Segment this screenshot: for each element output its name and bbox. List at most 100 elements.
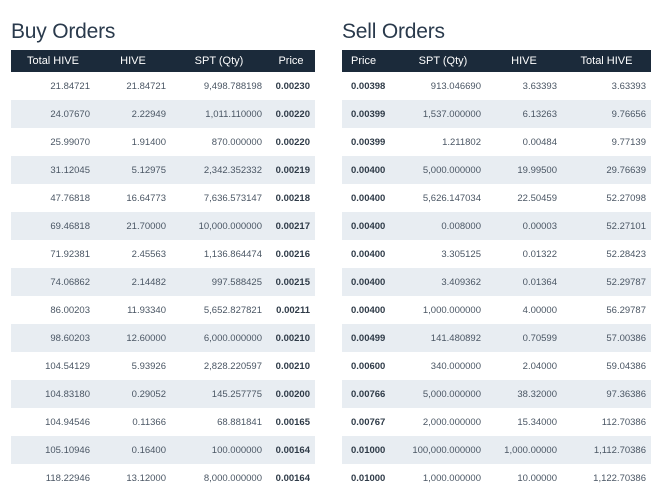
cell-spt-qty: 2,342.352332: [203, 164, 262, 176]
cell-total-hive: 57.00386: [606, 332, 646, 344]
cell-total-hive: 52.27101: [606, 220, 646, 232]
cell-total-hive: 69.46818: [50, 220, 90, 232]
buy-orders-panel: Buy Orders Total HIVE HIVE SPT (Qty) Pri…: [11, 18, 315, 492]
cell-total-hive: 56.29787: [606, 304, 646, 316]
header-spt-qty[interactable]: SPT (Qty): [194, 55, 244, 67]
buy-order-row[interactable]: 69.46818 21.70000 10,000.000000 0.00217: [11, 212, 315, 240]
buy-orders-table: Total HIVE HIVE SPT (Qty) Price 21.84721…: [11, 50, 315, 492]
cell-total-hive: 71.92381: [50, 248, 90, 260]
cell-hive: 21.84721: [126, 80, 166, 92]
cell-price: 0.00219: [275, 164, 310, 176]
cell-total-hive: 21.84721: [50, 80, 90, 92]
sell-order-row[interactable]: 0.00400 3.305125 0.01322 52.28423: [342, 240, 651, 268]
header-hive[interactable]: HIVE: [120, 55, 146, 67]
sell-order-row[interactable]: 0.00400 0.008000 0.00003 52.27101: [342, 212, 651, 240]
sell-order-row[interactable]: 0.00499 141.480892 0.70599 57.00386: [342, 324, 651, 352]
cell-price: 0.00767: [351, 416, 386, 428]
cell-spt-qty: 7,636.573147: [203, 192, 262, 204]
buy-order-row[interactable]: 24.07670 2.22949 1,011.110000 0.00220: [11, 100, 315, 128]
cell-hive: 0.00003: [522, 220, 557, 232]
cell-hive: 22.50459: [517, 192, 557, 204]
cell-price: 0.01000: [351, 472, 386, 484]
cell-price: 0.01000: [351, 444, 386, 456]
cell-price: 0.00400: [351, 248, 386, 260]
cell-price: 0.00400: [351, 192, 386, 204]
header-hive[interactable]: HIVE: [511, 55, 537, 67]
cell-hive: 12.60000: [126, 332, 166, 344]
buy-order-row[interactable]: 105.10946 0.16400 100.000000 0.00164: [11, 436, 315, 464]
cell-spt-qty: 8,000.000000: [203, 472, 262, 484]
cell-price: 0.00211: [276, 304, 310, 316]
sell-order-row[interactable]: 0.00400 1,000.000000 4.00000 56.29787: [342, 296, 651, 324]
buy-orders-header-row: Total HIVE HIVE SPT (Qty) Price: [11, 50, 315, 72]
cell-spt-qty: 1,537.000000: [422, 108, 481, 120]
cell-spt-qty: 1,136.864474: [203, 248, 262, 260]
sell-order-row[interactable]: 0.00398 913.046690 3.63393 3.63393: [342, 72, 651, 100]
cell-price: 0.00220: [275, 136, 310, 148]
cell-spt-qty: 1.211802: [442, 136, 481, 148]
buy-order-row[interactable]: 118.22946 13.12000 8,000.000000 0.00164: [11, 464, 315, 492]
buy-order-row[interactable]: 25.99070 1.91400 870.000000 0.00220: [11, 128, 315, 156]
sell-order-row[interactable]: 0.00767 2,000.000000 15.34000 112.70386: [342, 408, 651, 436]
cell-price: 0.00766: [351, 388, 386, 400]
cell-spt-qty: 3.305125: [441, 248, 481, 260]
cell-price: 0.00230: [275, 80, 310, 92]
buy-order-row[interactable]: 71.92381 2.45563 1,136.864474 0.00216: [11, 240, 315, 268]
cell-hive: 6.13263: [522, 108, 557, 120]
cell-spt-qty: 5,000.000000: [422, 164, 481, 176]
sell-order-row[interactable]: 0.00766 5,000.000000 38.32000 97.36386: [342, 380, 651, 408]
cell-spt-qty: 100,000.000000: [412, 444, 481, 456]
cell-spt-qty: 6,000.000000: [203, 332, 262, 344]
sell-order-row[interactable]: 0.00400 5,626.147034 22.50459 52.27098: [342, 184, 651, 212]
buy-order-row[interactable]: 74.06862 2.14482 997.588425 0.00215: [11, 268, 315, 296]
sell-order-row[interactable]: 0.00399 1.211802 0.00484 9.77139: [342, 128, 651, 156]
header-price[interactable]: Price: [278, 55, 304, 67]
cell-price: 0.00217: [275, 220, 310, 232]
sell-order-row[interactable]: 0.01000 1,000.000000 10.00000 1,122.70386: [342, 464, 651, 492]
cell-total-hive: 52.28423: [606, 248, 646, 260]
cell-price: 0.00215: [275, 276, 310, 288]
header-price[interactable]: Price: [351, 55, 377, 67]
cell-price: 0.00210: [275, 332, 310, 344]
cell-price: 0.00398: [351, 80, 386, 92]
cell-spt-qty: 68.881841: [217, 416, 262, 428]
cell-total-hive: 59.04386: [606, 360, 646, 372]
cell-total-hive: 29.76639: [606, 164, 646, 176]
cell-hive: 5.12975: [131, 164, 166, 176]
cell-spt-qty: 1,000.000000: [422, 472, 481, 484]
buy-order-row[interactable]: 21.84721 21.84721 9,498.788198 0.00230: [11, 72, 315, 100]
cell-total-hive: 112.70386: [601, 416, 646, 428]
cell-hive: 2.22949: [131, 108, 166, 120]
buy-order-row[interactable]: 104.83180 0.29052 145.257775 0.00200: [11, 380, 315, 408]
buy-order-row[interactable]: 104.54129 5.93926 2,828.220597 0.00210: [11, 352, 315, 380]
cell-hive: 0.70599: [522, 332, 557, 344]
buy-order-row[interactable]: 104.94546 0.11366 68.881841 0.00165: [11, 408, 315, 436]
header-total-hive[interactable]: Total HIVE: [27, 55, 79, 67]
cell-total-hive: 31.12045: [50, 164, 90, 176]
cell-spt-qty: 5,626.147034: [422, 192, 481, 204]
cell-hive: 15.34000: [517, 416, 557, 428]
sell-order-row[interactable]: 0.00600 340.000000 2.04000 59.04386: [342, 352, 651, 380]
buy-order-row[interactable]: 47.76818 16.64773 7,636.573147 0.00218: [11, 184, 315, 212]
header-total-hive[interactable]: Total HIVE: [580, 55, 633, 67]
cell-total-hive: 86.00203: [50, 304, 90, 316]
buy-order-row[interactable]: 98.60203 12.60000 6,000.000000 0.00210: [11, 324, 315, 352]
header-spt-qty[interactable]: SPT (Qty): [418, 55, 468, 67]
cell-hive: 1,000.00000: [504, 444, 557, 456]
cell-total-hive: 9.76656: [611, 108, 646, 120]
cell-spt-qty: 2,000.000000: [422, 416, 481, 428]
cell-hive: 16.64773: [126, 192, 166, 204]
cell-hive: 0.11366: [132, 416, 166, 428]
cell-hive: 2.04000: [522, 360, 557, 372]
sell-order-row[interactable]: 0.00399 1,537.000000 6.13263 9.76656: [342, 100, 651, 128]
cell-price: 0.00399: [351, 108, 386, 120]
cell-total-hive: 25.99070: [50, 136, 90, 148]
sell-order-row[interactable]: 0.00400 3.409362 0.01364 52.29787: [342, 268, 651, 296]
sell-order-row[interactable]: 0.01000 100,000.000000 1,000.00000 1,112.70…: [342, 436, 651, 464]
buy-order-row[interactable]: 86.00203 11.93340 5,652.827821 0.00211: [11, 296, 315, 324]
sell-orders-title: Sell Orders: [342, 20, 445, 43]
cell-spt-qty: 0.008000: [441, 220, 481, 232]
buy-order-row[interactable]: 31.12045 5.12975 2,342.352332 0.00219: [11, 156, 315, 184]
sell-orders-panel: Sell Orders Price SPT (Qty) HIVE Total H…: [342, 18, 651, 492]
sell-order-row[interactable]: 0.00400 5,000.000000 19.99500 29.76639: [342, 156, 651, 184]
